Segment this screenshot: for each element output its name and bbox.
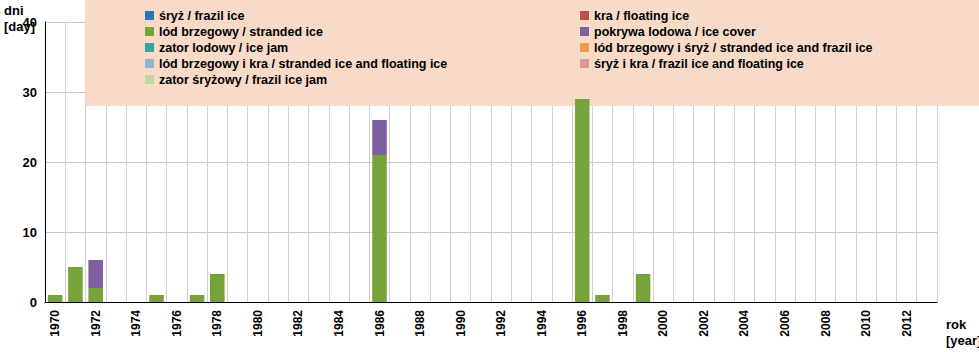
svg-text:1972: 1972 xyxy=(89,310,103,337)
svg-text:2012: 2012 xyxy=(900,310,914,337)
svg-text:2006: 2006 xyxy=(778,310,792,337)
svg-text:[year]: [year] xyxy=(946,333,979,348)
svg-text:1986: 1986 xyxy=(373,310,387,337)
svg-text:1988: 1988 xyxy=(413,310,427,337)
svg-text:1998: 1998 xyxy=(616,310,630,337)
svg-text:2004: 2004 xyxy=(737,310,751,337)
svg-text:1976: 1976 xyxy=(170,310,184,337)
svg-text:pokrywa lodowa / ice cover: pokrywa lodowa / ice cover xyxy=(594,25,756,39)
svg-text:śryż i kra / frazil ice and fl: śryż i kra / frazil ice and floating ice xyxy=(594,57,804,71)
svg-text:1992: 1992 xyxy=(494,310,508,337)
svg-text:kra / floating ice: kra / floating ice xyxy=(594,9,689,23)
svg-text:zator śryżowy / frazil ice jam: zator śryżowy / frazil ice jam xyxy=(159,73,327,87)
svg-text:śryż / frazil ice: śryż / frazil ice xyxy=(159,9,245,23)
svg-text:1974: 1974 xyxy=(129,310,143,337)
svg-text:2002: 2002 xyxy=(697,310,711,337)
svg-text:1982: 1982 xyxy=(291,310,305,337)
svg-text:[day]: [day] xyxy=(4,19,35,34)
svg-text:dni: dni xyxy=(4,3,24,18)
svg-text:1994: 1994 xyxy=(535,310,549,337)
svg-text:30: 30 xyxy=(23,85,37,100)
svg-text:zator lodowy / ice jam: zator lodowy / ice jam xyxy=(159,41,288,55)
svg-text:2010: 2010 xyxy=(859,310,873,337)
svg-text:20: 20 xyxy=(23,155,37,170)
svg-text:0: 0 xyxy=(30,295,37,310)
svg-text:1970: 1970 xyxy=(48,310,62,337)
svg-text:2000: 2000 xyxy=(656,310,670,337)
svg-text:1996: 1996 xyxy=(575,310,589,337)
svg-text:1978: 1978 xyxy=(210,310,224,337)
svg-text:1990: 1990 xyxy=(454,310,468,337)
svg-text:1984: 1984 xyxy=(332,310,346,337)
svg-text:lód brzegowy / stranded ice: lód brzegowy / stranded ice xyxy=(159,25,323,39)
svg-text:10: 10 xyxy=(23,225,37,240)
svg-text:2008: 2008 xyxy=(819,310,833,337)
svg-text:lód brzegowy i śryż / stranded: lód brzegowy i śryż / stranded ice and f… xyxy=(594,41,873,55)
svg-text:1980: 1980 xyxy=(251,310,265,337)
svg-text:lód brzegowy i kra / stranded: lód brzegowy i kra / stranded ice and fl… xyxy=(159,57,447,71)
svg-text:rok: rok xyxy=(946,317,967,332)
